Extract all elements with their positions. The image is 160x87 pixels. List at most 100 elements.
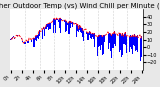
- Bar: [77, 24, 78, 31]
- Bar: [57, 19, 58, 20]
- Bar: [104, 35, 105, 41]
- Bar: [102, 37, 103, 55]
- Bar: [22, 41, 23, 42]
- Bar: [89, 31, 90, 35]
- Bar: [47, 24, 48, 27]
- Bar: [127, 36, 128, 56]
- Bar: [48, 24, 49, 30]
- Bar: [87, 33, 88, 40]
- Bar: [130, 35, 131, 47]
- Bar: [17, 35, 18, 36]
- Bar: [64, 20, 65, 22]
- Bar: [122, 33, 123, 55]
- Bar: [101, 35, 102, 45]
- Bar: [12, 37, 13, 38]
- Bar: [121, 36, 122, 57]
- Bar: [120, 34, 121, 50]
- Bar: [14, 38, 15, 39]
- Bar: [21, 38, 22, 39]
- Bar: [115, 34, 116, 46]
- Bar: [65, 21, 66, 32]
- Bar: [112, 34, 113, 48]
- Bar: [59, 18, 60, 28]
- Bar: [60, 18, 61, 33]
- Bar: [96, 36, 97, 46]
- Bar: [133, 37, 134, 45]
- Bar: [135, 37, 136, 51]
- Bar: [46, 24, 47, 29]
- Bar: [124, 34, 125, 44]
- Bar: [24, 42, 25, 44]
- Bar: [43, 27, 44, 29]
- Bar: [140, 38, 141, 61]
- Bar: [27, 41, 28, 43]
- Bar: [55, 20, 56, 33]
- Bar: [119, 33, 120, 52]
- Bar: [132, 35, 133, 54]
- Bar: [28, 41, 29, 43]
- Bar: [80, 27, 81, 32]
- Bar: [134, 34, 135, 46]
- Title: Milwaukee Weather Outdoor Temp (vs) Wind Chill per Minute (Last 24 Hours): Milwaukee Weather Outdoor Temp (vs) Wind…: [0, 3, 160, 9]
- Bar: [50, 23, 51, 29]
- Bar: [131, 37, 132, 50]
- Bar: [25, 42, 26, 44]
- Bar: [100, 35, 101, 50]
- Bar: [79, 25, 80, 30]
- Bar: [20, 38, 21, 39]
- Bar: [129, 37, 130, 52]
- Bar: [68, 23, 69, 34]
- Bar: [49, 23, 50, 29]
- Bar: [52, 21, 53, 32]
- Bar: [110, 34, 111, 51]
- Bar: [67, 23, 68, 25]
- Bar: [69, 21, 70, 34]
- Bar: [83, 31, 84, 41]
- Bar: [91, 34, 92, 39]
- Bar: [34, 38, 35, 47]
- Bar: [76, 25, 77, 37]
- Bar: [108, 34, 109, 49]
- Bar: [111, 36, 112, 58]
- Bar: [141, 36, 142, 57]
- Bar: [54, 19, 55, 25]
- Bar: [38, 34, 39, 39]
- Bar: [81, 28, 82, 33]
- Bar: [45, 27, 46, 29]
- Bar: [56, 18, 57, 20]
- Bar: [58, 20, 59, 22]
- Bar: [44, 29, 45, 36]
- Bar: [70, 21, 71, 28]
- Bar: [90, 32, 91, 38]
- Bar: [66, 21, 67, 31]
- Bar: [126, 36, 127, 53]
- Bar: [53, 19, 54, 33]
- Bar: [37, 35, 38, 37]
- Bar: [36, 36, 37, 41]
- Bar: [78, 29, 79, 32]
- Bar: [98, 35, 99, 47]
- Bar: [109, 33, 110, 43]
- Bar: [51, 23, 52, 33]
- Bar: [33, 38, 34, 47]
- Bar: [137, 35, 138, 52]
- Bar: [114, 31, 115, 44]
- Bar: [13, 36, 14, 37]
- Bar: [86, 32, 87, 34]
- Bar: [71, 23, 72, 24]
- Bar: [93, 34, 94, 39]
- Bar: [113, 34, 114, 48]
- Bar: [125, 32, 126, 45]
- Bar: [103, 35, 104, 54]
- Bar: [61, 19, 62, 20]
- Bar: [82, 28, 83, 37]
- Bar: [88, 33, 89, 40]
- Bar: [18, 36, 19, 37]
- Bar: [92, 33, 93, 37]
- Bar: [94, 33, 95, 47]
- Bar: [97, 37, 98, 56]
- Bar: [35, 36, 36, 40]
- Bar: [136, 36, 137, 50]
- Bar: [10, 39, 11, 40]
- Bar: [11, 38, 12, 39]
